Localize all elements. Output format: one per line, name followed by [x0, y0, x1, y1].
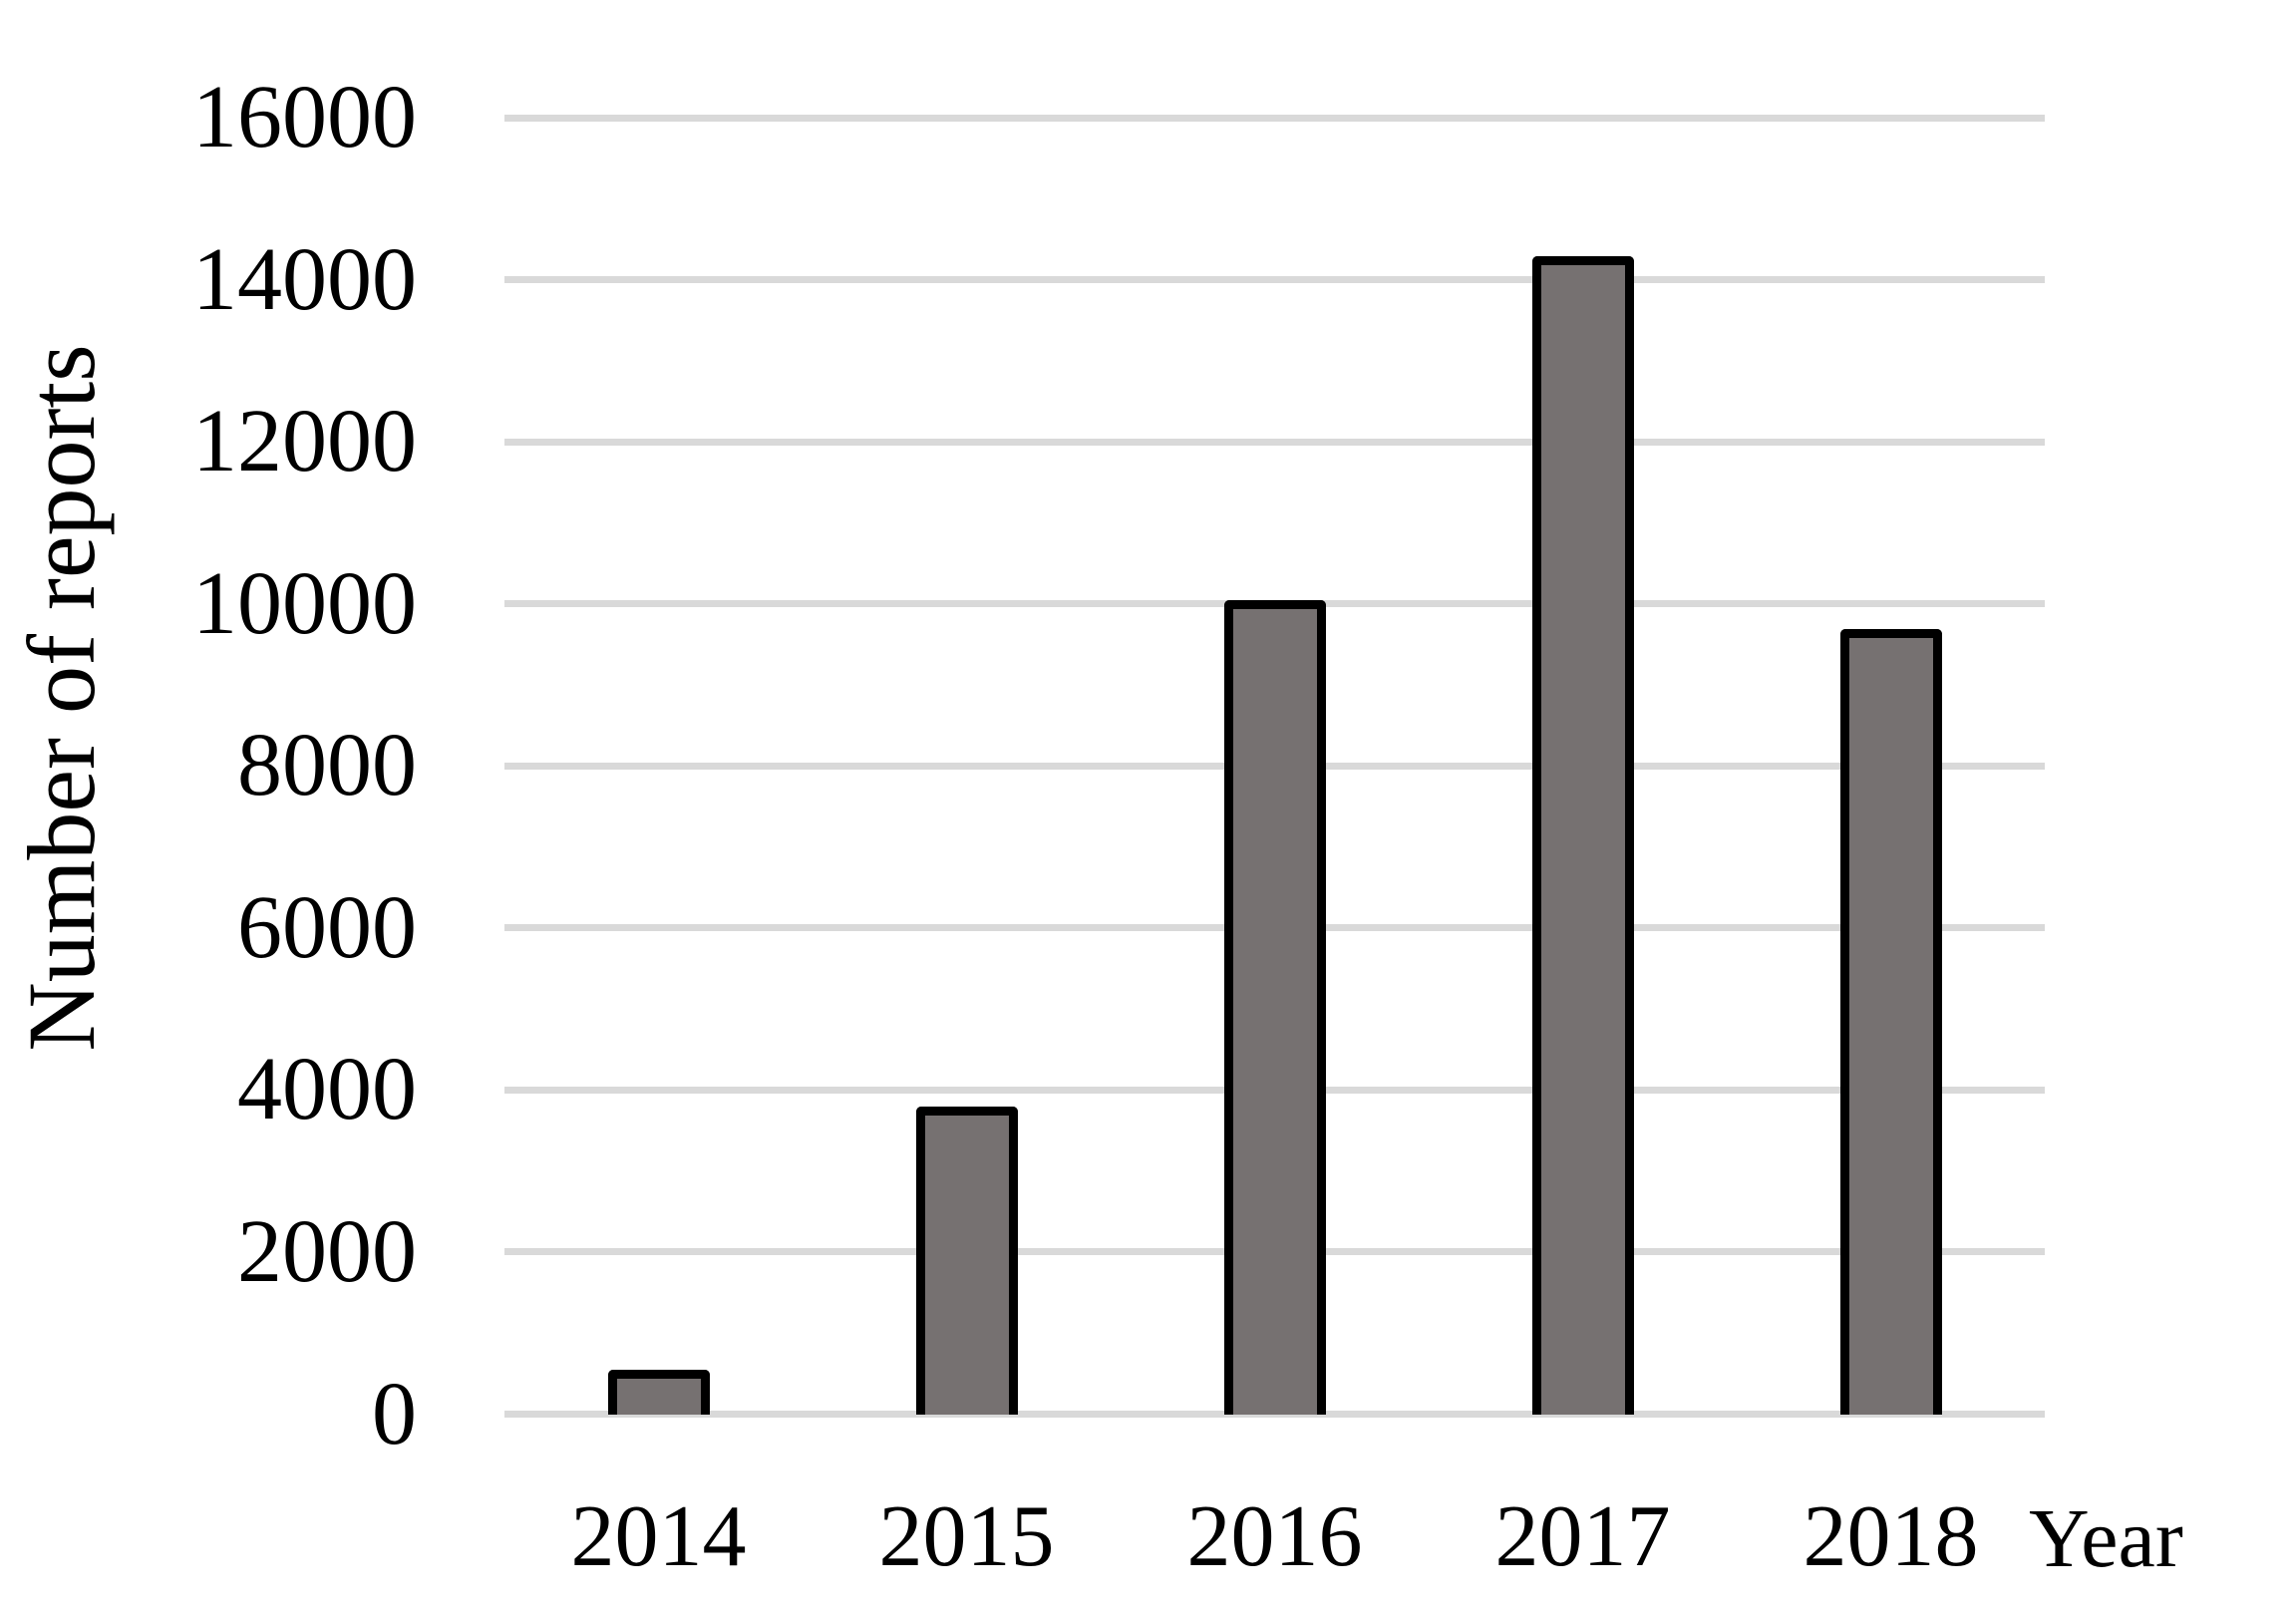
- y-tick-label-16000: 16000: [192, 68, 417, 166]
- gridline-16000: [504, 114, 2045, 122]
- y-tick-label-8000: 8000: [237, 716, 417, 815]
- x-tick-label-2014: 2014: [570, 1488, 747, 1585]
- x-tick-label-2018: 2018: [1803, 1488, 1979, 1585]
- x-axis-title: Year: [2029, 1492, 2183, 1585]
- y-tick-label-4000: 4000: [237, 1040, 417, 1139]
- y-tick-label-2000: 2000: [237, 1201, 417, 1301]
- y-tick-label-12000: 12000: [192, 392, 417, 491]
- x-tick-label-2017: 2017: [1494, 1488, 1671, 1585]
- gridline-0: [504, 1411, 2045, 1418]
- y-tick-label-0: 0: [372, 1364, 417, 1463]
- bar-2016: [1223, 599, 1326, 1415]
- x-tick-label-2015: 2015: [878, 1488, 1055, 1585]
- y-tick-label-10000: 10000: [192, 553, 417, 653]
- gridline-14000: [504, 276, 2045, 284]
- y-tick-label-14000: 14000: [192, 229, 417, 329]
- x-tick-label-2016: 2016: [1186, 1488, 1363, 1585]
- bar-2015: [915, 1106, 1018, 1415]
- bar-2017: [1531, 255, 1634, 1415]
- bar-2014: [607, 1369, 710, 1415]
- bar-2018: [1839, 628, 1942, 1415]
- y-tick-label-6000: 6000: [237, 877, 417, 977]
- gridline-12000: [504, 438, 2045, 446]
